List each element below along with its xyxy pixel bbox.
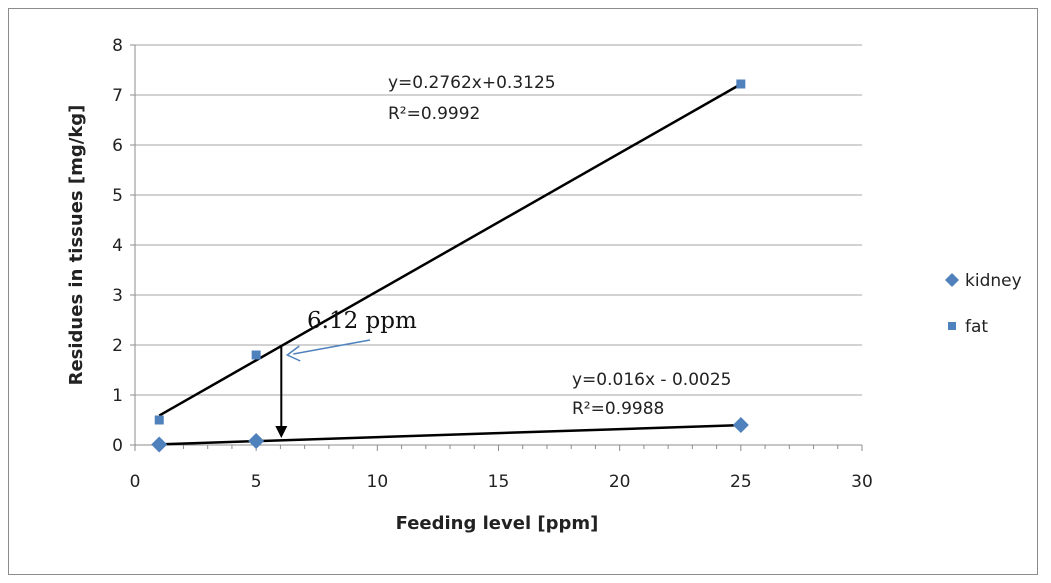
point-kidney-1	[248, 433, 265, 449]
data-points	[151, 79, 749, 453]
x-tick-label-0: 0	[130, 472, 141, 492]
x-tick-label-30: 30	[851, 472, 873, 492]
point-fat-0	[154, 415, 164, 425]
x-axis-title: Feeding level [ppm]	[396, 513, 599, 534]
y-tick-label-2: 2	[112, 336, 123, 356]
gridlines	[135, 44, 862, 396]
y-tick-label-0: 0	[112, 436, 123, 456]
point-fat-2	[736, 79, 746, 89]
annotation-label: 6.12 ppm	[307, 308, 417, 334]
kidney-equation: y=0.016x - 0.0025	[572, 370, 731, 390]
x-tick-label-15: 15	[488, 472, 510, 492]
fat-r-squared: R²=0.9992	[388, 104, 480, 124]
annotation	[275, 339, 371, 438]
annotation-pointer-line	[293, 339, 371, 355]
legend-fat-marker	[948, 322, 956, 330]
chart-frame	[8, 8, 1038, 575]
y-tick-label-1: 1	[112, 386, 123, 406]
x-tick-label-5: 5	[251, 472, 262, 492]
legend-kidney-label: kidney	[965, 271, 1022, 291]
point-kidney-0	[151, 436, 168, 453]
x-tick-label-10: 10	[367, 472, 389, 492]
y-tick-label-5: 5	[112, 186, 123, 206]
point-kidney-2	[732, 417, 749, 433]
legend-item-kidney: kidney	[945, 271, 1022, 291]
legend: kidney fat	[945, 271, 1022, 337]
x-tick-label-20: 20	[609, 472, 631, 492]
legend-item-fat: fat	[948, 317, 988, 337]
y-tick-label-6: 6	[112, 136, 123, 156]
legend-kidney-marker	[945, 273, 959, 287]
x-tick-label-25: 25	[730, 472, 752, 492]
point-fat-1	[251, 350, 261, 360]
y-tick-label-8: 8	[112, 36, 123, 56]
annotation-arrowhead	[275, 426, 288, 438]
trendlines	[158, 83, 742, 446]
annotation-pointer-head	[285, 345, 301, 362]
y-axis-title: Residues in tissues [mg/kg]	[66, 105, 87, 386]
y-tick-label-4: 4	[112, 236, 123, 256]
trendline-kidney	[159, 423, 741, 446]
fat-equation: y=0.2762x+0.3125	[388, 73, 556, 93]
kidney-r-squared: R²=0.9988	[572, 399, 664, 419]
y-tick-label-7: 7	[112, 86, 123, 106]
legend-fat-label: fat	[965, 317, 988, 337]
trendline-fat	[158, 83, 742, 417]
axes: 0 1 2 3 4 5 6 7 8 0 5 10 15 20 25 30	[112, 36, 873, 492]
y-tick-label-3: 3	[112, 286, 123, 306]
